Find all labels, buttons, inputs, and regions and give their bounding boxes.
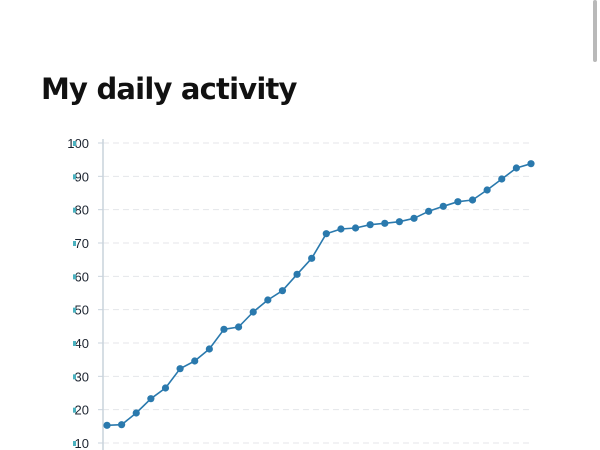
data-point-1[interactable] <box>103 421 111 429</box>
data-point-17[interactable] <box>337 225 345 233</box>
data-point-3[interactable] <box>132 409 140 417</box>
grid-lines <box>103 142 531 444</box>
y-tick-accent-20 <box>73 407 76 413</box>
data-point-21[interactable] <box>395 218 404 226</box>
data-point-10[interactable] <box>234 323 243 331</box>
data-point-11[interactable] <box>249 308 257 316</box>
y-tick-accent-70 <box>73 241 76 246</box>
data-point-9[interactable] <box>220 325 228 333</box>
data-point-14[interactable] <box>293 270 301 278</box>
y-axis <box>98 139 104 450</box>
data-point-24[interactable] <box>439 202 447 210</box>
data-point-18[interactable] <box>351 224 360 232</box>
y-tick-labels: 100 90 80 70 60 50 40 30 20 10 <box>67 136 89 450</box>
scrollbar-thumb[interactable] <box>593 0 597 62</box>
data-point-12[interactable] <box>264 296 272 304</box>
data-point-8[interactable] <box>205 345 213 353</box>
data-point-5[interactable] <box>161 384 170 392</box>
data-point-25[interactable] <box>454 198 462 206</box>
y-tick-accent-30 <box>73 374 76 380</box>
y-tick-label-30: 30 <box>75 369 89 384</box>
data-point-27[interactable] <box>483 186 491 194</box>
page-title: My daily activity <box>41 72 297 106</box>
y-tick-accent-10 <box>73 441 76 446</box>
data-point-29[interactable] <box>512 164 520 172</box>
data-point-22[interactable] <box>410 214 418 222</box>
data-point-6[interactable] <box>176 365 184 373</box>
data-point-2[interactable] <box>118 421 126 429</box>
y-tick-label-70: 70 <box>75 236 89 251</box>
y-tick-accent-40 <box>73 341 76 346</box>
y-tick-label-100: 100 <box>67 136 89 151</box>
data-point-28[interactable] <box>498 175 506 183</box>
y-tick-accent-60 <box>73 274 76 280</box>
y-tick-label-40: 40 <box>75 336 89 351</box>
y-tick-accent-100 <box>73 141 76 146</box>
y-tick-label-20: 20 <box>75 403 89 418</box>
data-point-30[interactable] <box>527 160 535 168</box>
data-point-20[interactable] <box>381 219 389 227</box>
data-point-26[interactable] <box>468 196 477 204</box>
y-tick-accent-90 <box>73 174 76 180</box>
data-points <box>103 160 535 429</box>
y-tick-label-80: 80 <box>75 203 89 218</box>
series-line-group <box>106 162 532 427</box>
data-point-4[interactable] <box>147 395 155 403</box>
y-tick-label-50: 50 <box>75 303 89 318</box>
data-point-13[interactable] <box>278 287 287 295</box>
data-point-16[interactable] <box>322 230 330 238</box>
data-point-7[interactable] <box>191 357 199 365</box>
y-tick-label-60: 60 <box>75 269 89 284</box>
y-tick-label-10: 10 <box>75 436 89 450</box>
y-tick-label-90: 90 <box>75 169 89 184</box>
data-point-19[interactable] <box>366 221 374 229</box>
series-line <box>106 162 532 427</box>
y-tick-accent-80 <box>73 207 76 213</box>
data-point-15[interactable] <box>308 254 316 262</box>
data-point-23[interactable] <box>425 207 433 215</box>
y-tick-accent-50 <box>73 307 76 313</box>
